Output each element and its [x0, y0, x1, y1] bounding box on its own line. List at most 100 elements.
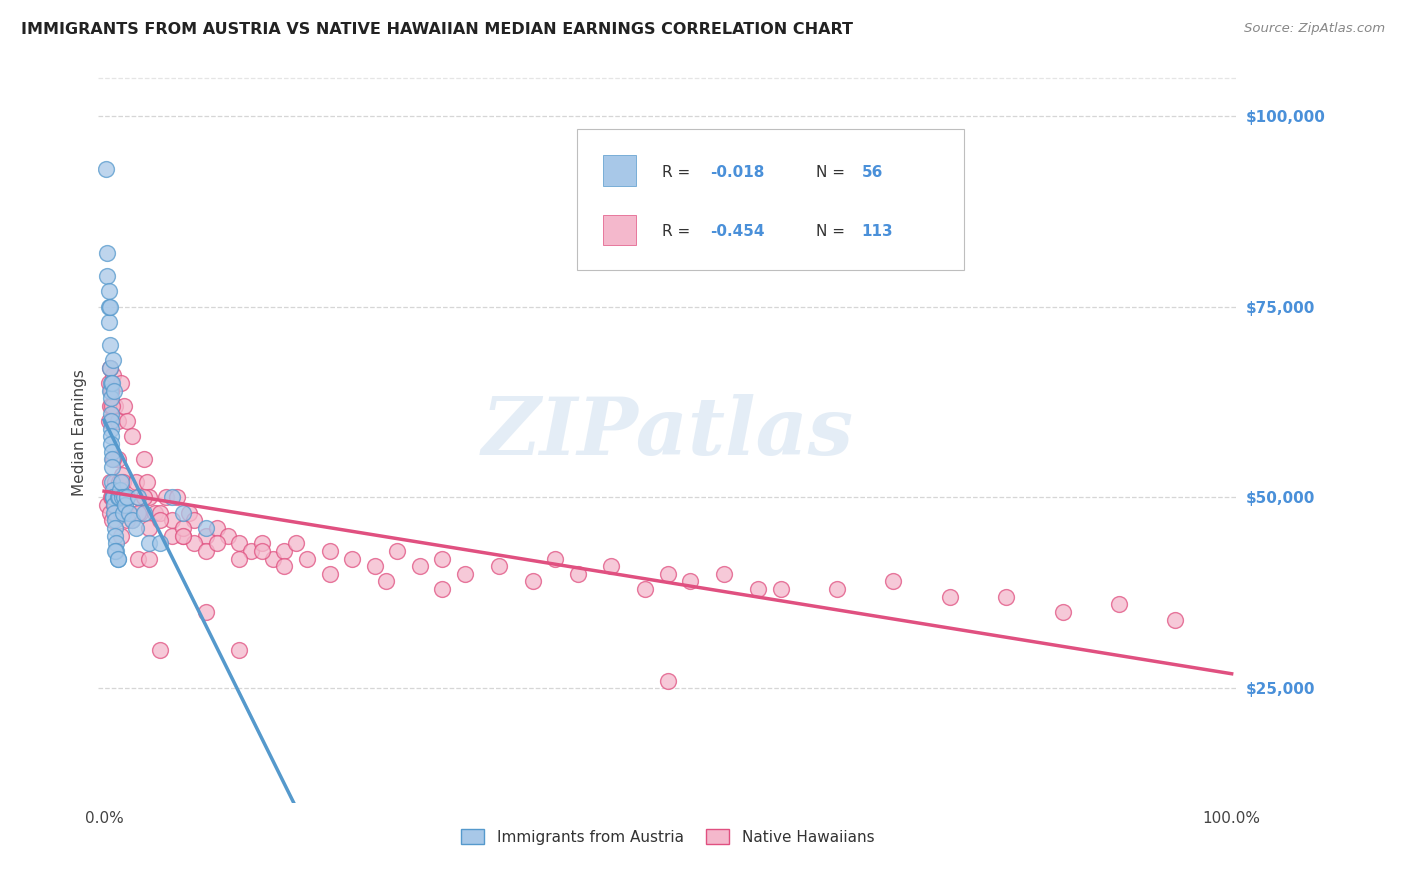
Point	[657, 566, 679, 581]
Text: -0.018: -0.018	[710, 164, 765, 179]
Point	[121, 513, 143, 527]
Point	[432, 551, 454, 566]
Point	[105, 544, 128, 558]
Point	[1108, 598, 1130, 612]
Point	[104, 498, 127, 512]
Point	[155, 491, 177, 505]
Point	[107, 551, 129, 566]
Text: N =: N =	[815, 164, 849, 179]
Point	[228, 643, 250, 657]
Point	[1052, 605, 1074, 619]
Point	[160, 491, 183, 505]
Point	[101, 452, 124, 467]
Point	[127, 491, 149, 505]
Point	[112, 491, 135, 505]
Point	[160, 529, 183, 543]
Point	[110, 475, 132, 490]
Text: -0.454: -0.454	[710, 224, 765, 239]
Point	[454, 566, 477, 581]
Point	[409, 559, 432, 574]
Text: R =: R =	[662, 164, 696, 179]
Point	[769, 582, 792, 596]
Point	[105, 536, 128, 550]
Point	[100, 384, 122, 398]
FancyBboxPatch shape	[603, 155, 636, 186]
Text: 113: 113	[862, 224, 893, 239]
Point	[97, 300, 120, 314]
Point	[101, 513, 124, 527]
Point	[101, 353, 124, 368]
Point	[97, 315, 120, 329]
Point	[118, 506, 141, 520]
Point	[100, 429, 122, 443]
FancyBboxPatch shape	[576, 129, 965, 269]
Point	[115, 414, 138, 428]
Point	[273, 544, 295, 558]
Point	[101, 368, 124, 383]
Point	[318, 544, 340, 558]
Point	[97, 285, 120, 299]
Point	[101, 414, 124, 428]
Point	[98, 475, 121, 490]
Point	[1164, 613, 1187, 627]
Point	[172, 529, 194, 543]
Point	[103, 498, 125, 512]
Point	[127, 551, 149, 566]
Point	[107, 452, 129, 467]
Point	[100, 407, 122, 421]
Point	[101, 475, 124, 490]
Point	[432, 582, 454, 596]
Point	[104, 506, 127, 520]
Point	[107, 414, 129, 428]
Point	[101, 483, 124, 497]
Point	[172, 529, 194, 543]
Point	[101, 452, 124, 467]
Point	[98, 384, 121, 398]
Point	[149, 506, 172, 520]
Point	[121, 513, 143, 527]
Point	[97, 376, 120, 390]
Point	[115, 513, 138, 527]
Point	[172, 506, 194, 520]
Point	[96, 162, 118, 177]
Point	[882, 574, 904, 589]
Point	[107, 491, 129, 505]
Point	[250, 536, 273, 550]
Point	[567, 566, 589, 581]
Point	[138, 551, 160, 566]
Point	[114, 498, 136, 512]
Point	[110, 376, 132, 390]
Point	[318, 566, 340, 581]
Point	[100, 437, 122, 451]
Point	[194, 605, 217, 619]
Text: Source: ZipAtlas.com: Source: ZipAtlas.com	[1244, 22, 1385, 36]
Point	[112, 475, 135, 490]
Point	[101, 444, 124, 458]
Point	[105, 491, 128, 505]
Point	[98, 300, 121, 314]
Point	[96, 269, 118, 284]
Point	[103, 498, 125, 512]
Point	[634, 582, 657, 596]
Point	[132, 506, 155, 520]
Point	[124, 521, 146, 535]
Point	[112, 506, 135, 520]
Point	[101, 399, 124, 413]
Point	[217, 529, 239, 543]
Point	[363, 559, 385, 574]
Point	[284, 536, 307, 550]
Point	[111, 467, 134, 482]
Point	[96, 246, 118, 260]
Point	[166, 491, 188, 505]
Point	[101, 460, 124, 475]
Point	[104, 521, 127, 535]
Point	[129, 506, 152, 520]
Point	[205, 536, 228, 550]
Point	[132, 491, 155, 505]
FancyBboxPatch shape	[603, 215, 636, 245]
Point	[98, 360, 121, 375]
Point	[118, 506, 141, 520]
Point	[488, 559, 510, 574]
Point	[544, 551, 567, 566]
Point	[101, 491, 124, 505]
